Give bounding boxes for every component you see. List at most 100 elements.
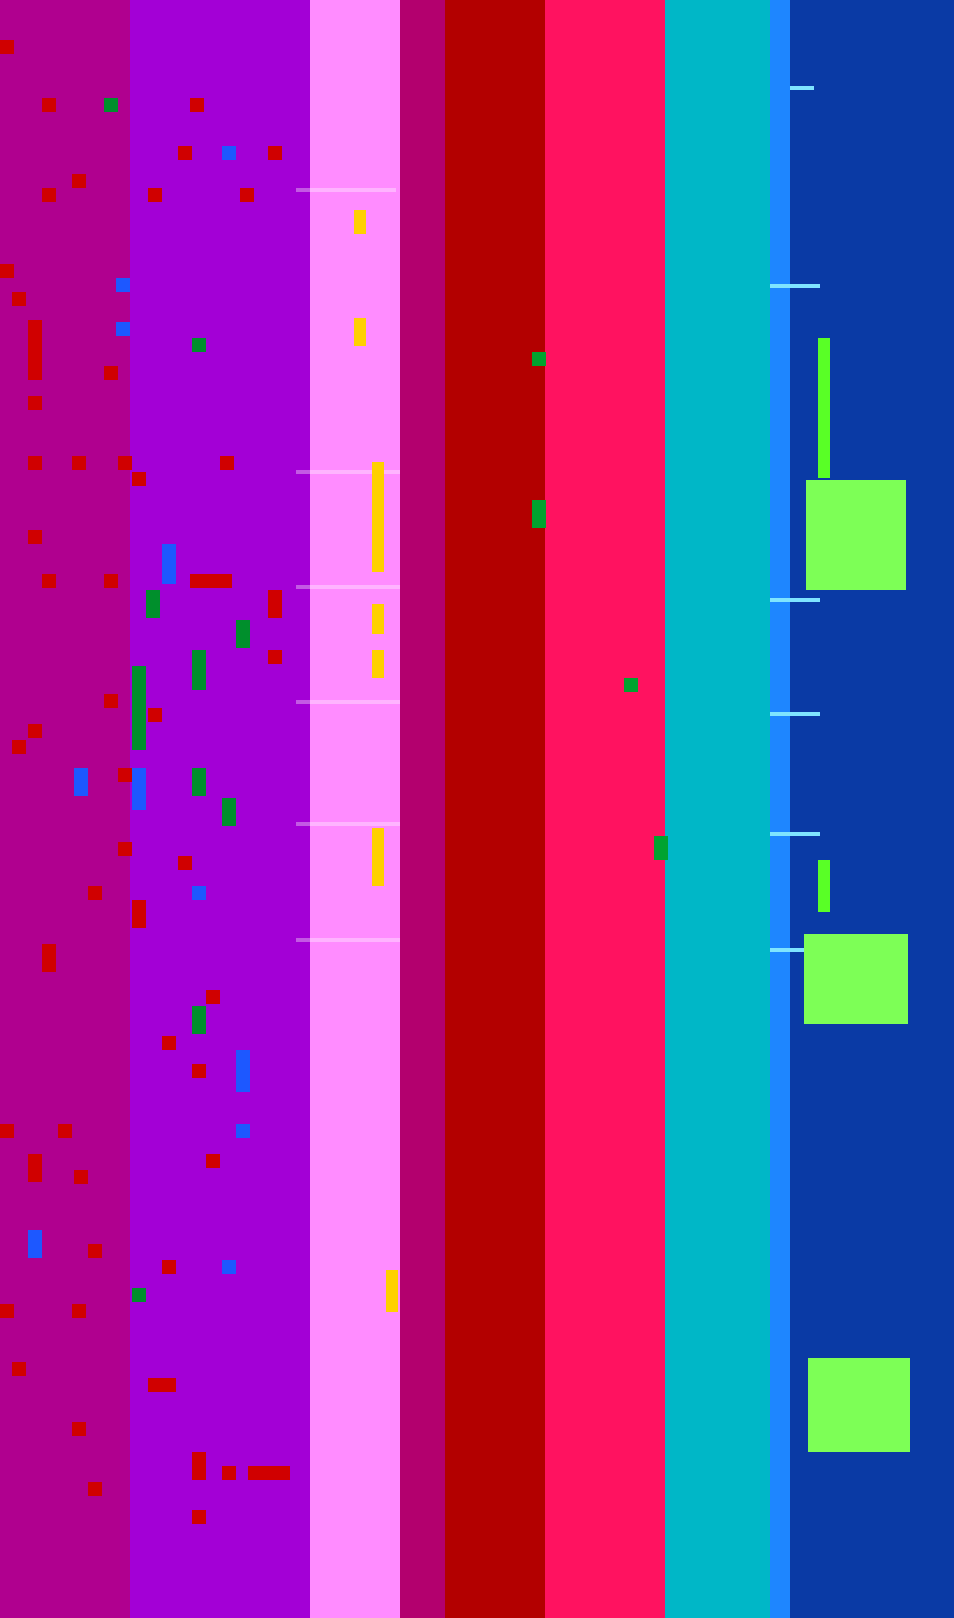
yellow-pixel (386, 1270, 398, 1312)
red-pixel (28, 530, 42, 544)
green-pixel (132, 1288, 146, 1302)
blue-pixel (236, 1050, 250, 1092)
red-pixel (190, 574, 232, 588)
red-pixel (88, 886, 102, 900)
green-pixel (624, 678, 638, 692)
red-pixel (190, 98, 204, 112)
red-pixel (88, 1244, 102, 1258)
red-pixel (0, 1124, 14, 1138)
separator (296, 585, 400, 589)
green-block (804, 934, 908, 1024)
right-rule (790, 86, 814, 90)
red-pixel (148, 708, 162, 722)
blue-pixel (162, 544, 176, 584)
red-pixel (12, 1362, 26, 1376)
yellow-pixel (354, 318, 366, 346)
green-block (808, 1358, 910, 1452)
red-pixel (162, 1036, 176, 1050)
navy-stripe (790, 0, 954, 1618)
red-pixel (42, 188, 56, 202)
red-pixel (132, 900, 146, 928)
green-pixel (104, 98, 118, 112)
blue-pixel (222, 1260, 236, 1274)
yellow-pixel (372, 828, 384, 886)
blue-pixel (116, 322, 130, 336)
red-pixel (42, 98, 56, 112)
red-pixel (104, 574, 118, 588)
right-rule (770, 598, 820, 602)
red-pixel (42, 944, 56, 972)
red-pixel (206, 990, 220, 1004)
green-pixel (222, 798, 236, 826)
separator (296, 938, 400, 942)
red-pixel (28, 1154, 42, 1182)
lightblue-stripe (770, 0, 790, 1618)
red-pixel (12, 292, 26, 306)
red-pixel (192, 1510, 206, 1524)
red-pixel (268, 590, 282, 618)
right-rule (770, 948, 820, 952)
red-pixel (192, 1064, 206, 1078)
green-accent (818, 860, 830, 912)
green-pixel (236, 620, 250, 648)
red-pixel (206, 1154, 220, 1168)
red-pixel (118, 768, 132, 782)
yellow-pixel (372, 462, 384, 572)
red-pixel (220, 456, 234, 470)
green-pixel (192, 650, 206, 690)
red-pixel (28, 320, 42, 380)
red-pixel (12, 740, 26, 754)
red-pixel (104, 694, 118, 708)
red-pixel (72, 1422, 86, 1436)
blue-pixel (222, 146, 236, 160)
red-pixel (72, 456, 86, 470)
green-accent (818, 338, 830, 478)
blue-pixel (28, 1230, 42, 1258)
blue-pixel (116, 278, 130, 292)
pink-stripe (310, 0, 400, 1618)
green-pixel (146, 590, 160, 618)
red-pixel (248, 1466, 290, 1480)
right-panel (666, 0, 954, 1618)
red-pixel (28, 396, 42, 410)
green-pixel (192, 768, 206, 796)
red-pixel (28, 456, 42, 470)
red-pixel (268, 650, 282, 664)
red-pixel (178, 856, 192, 870)
right-rule (770, 712, 820, 716)
red-pixel (148, 1378, 176, 1392)
red-pixel (72, 174, 86, 188)
separator (296, 188, 396, 192)
red-pixel (104, 366, 118, 380)
magenta-stripe (0, 0, 130, 1618)
maroon-stripe (400, 0, 445, 1618)
red-pixel (192, 1452, 206, 1480)
red-pixel (0, 40, 14, 54)
yellow-pixel (372, 604, 384, 634)
red-pixel (240, 188, 254, 202)
red-pixel (178, 146, 192, 160)
red-pixel (118, 842, 132, 856)
green-pixel (532, 500, 546, 528)
red-pixel (42, 574, 56, 588)
right-rule (770, 284, 820, 288)
center-panel (296, 0, 676, 1618)
yellow-pixel (372, 650, 384, 678)
blue-pixel (74, 768, 88, 796)
red-pixel (28, 724, 42, 738)
red-pixel (118, 456, 132, 470)
yellow-pixel (354, 210, 366, 234)
separator (296, 470, 400, 474)
red-pixel (162, 1260, 176, 1274)
green-pixel (192, 1006, 206, 1034)
right-rule (770, 832, 820, 836)
blue-pixel (236, 1124, 250, 1138)
red-pixel (0, 264, 14, 278)
blue-pixel (132, 768, 146, 810)
red-pixel (58, 1124, 72, 1138)
red-pixel (148, 188, 162, 202)
green-pixel (654, 836, 668, 860)
purple-stripe (130, 0, 310, 1618)
hotpink-stripe (545, 0, 665, 1618)
red-pixel (88, 1482, 102, 1496)
